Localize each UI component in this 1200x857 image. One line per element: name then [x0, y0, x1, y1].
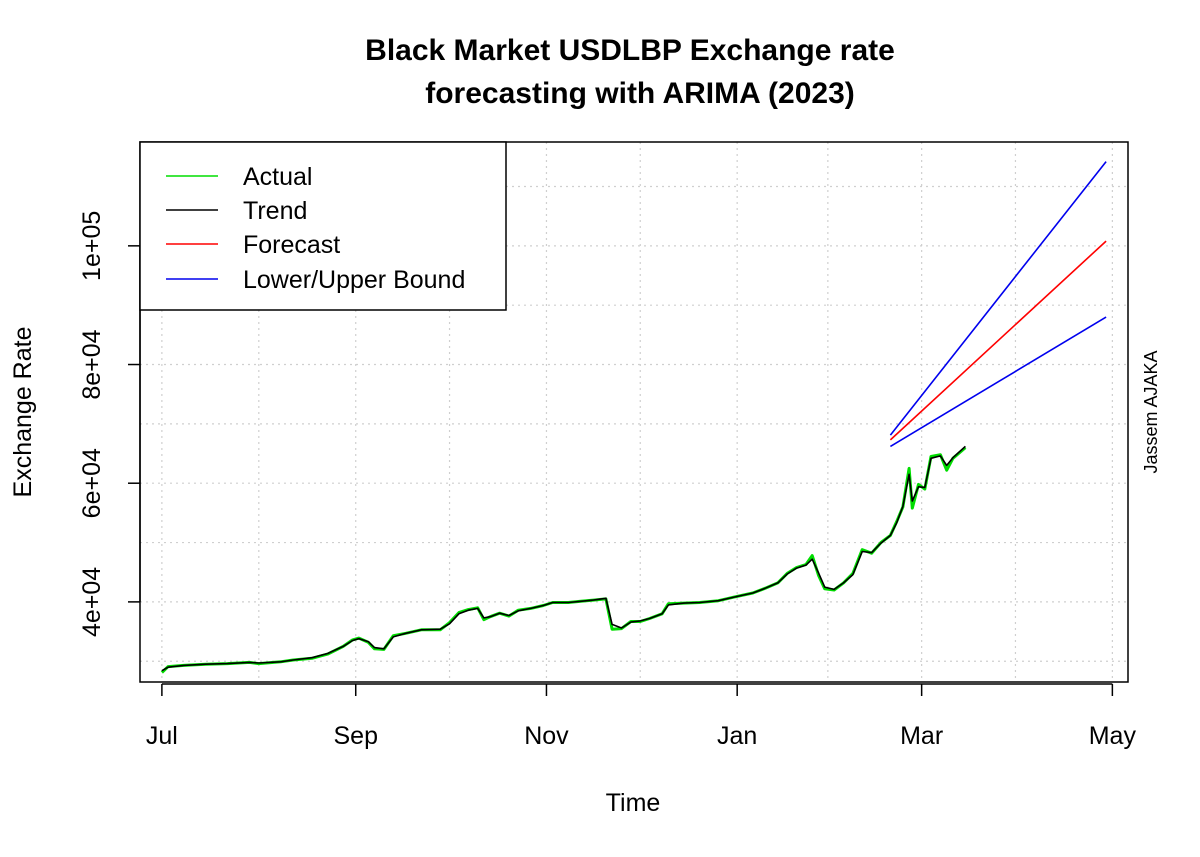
legend-label-forecast: Forecast	[243, 231, 340, 259]
y-tick-label: 4e+04	[78, 567, 106, 637]
grid-lines	[140, 142, 1128, 682]
x-tick-label: Nov	[524, 722, 569, 750]
y-axis: 4e+04 6e+04 8e+04 1e+05	[78, 211, 141, 637]
y-tick-label: 6e+04	[78, 448, 106, 518]
series-layer	[160, 161, 1107, 674]
x-tick-label: Jan	[717, 722, 757, 750]
legend-label-trend: Trend	[243, 197, 307, 225]
legend-label-actual: Actual	[243, 163, 312, 191]
series-line-actual	[160, 446, 967, 674]
legend-box	[139, 141, 507, 311]
chart-title-line-2: forecasting with ARIMA (2023)	[425, 77, 855, 110]
y-tick-label: 1e+05	[78, 211, 106, 281]
x-tick-label: Sep	[333, 722, 377, 750]
legend: Actual Trend Forecast Lower/Upper Bound	[139, 141, 507, 311]
legend-label-lower-upper-bound: Lower/Upper Bound	[243, 266, 465, 294]
y-axis-label: Exchange Rate	[9, 327, 37, 498]
series-line-forecast	[889, 240, 1107, 441]
x-axis: Jul Sep Nov Jan Mar May	[146, 683, 1137, 750]
author-side-text: Jassem AJAKA	[1141, 350, 1161, 473]
x-axis-label: Time	[606, 789, 661, 817]
series-line-lower-upper-bound-lower	[889, 316, 1107, 448]
x-tick-label: May	[1089, 722, 1137, 750]
x-tick-label: Mar	[900, 722, 943, 750]
chart-title-line-1: Black Market USDLBP Exchange rate	[365, 34, 895, 67]
series-line-trend	[161, 445, 966, 672]
x-tick-label: Jul	[146, 722, 178, 750]
y-tick-label: 8e+04	[78, 329, 106, 399]
series-line-lower-upper-bound-upper	[889, 161, 1107, 436]
